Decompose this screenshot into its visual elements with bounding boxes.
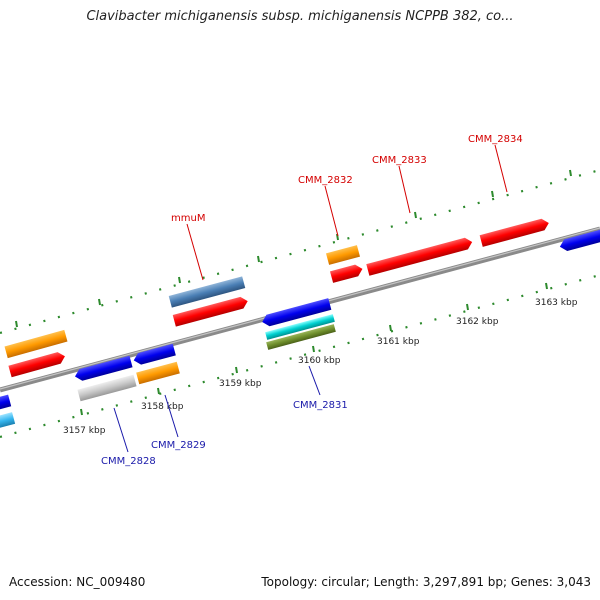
CMM_2833-gene[interactable] — [366, 236, 473, 276]
label-CMM_2834[interactable]: CMM_2834 — [468, 134, 523, 145]
olive-feature[interactable] — [266, 324, 336, 350]
scale-label-3160: 3160 kbp — [298, 356, 341, 366]
scale-label-3157: 3157 kbp — [63, 426, 106, 436]
label-CMM_2829[interactable]: CMM_2829 — [151, 440, 206, 451]
CMM_2832-gene[interactable] — [329, 263, 364, 283]
CMM_2834-gene[interactable] — [479, 217, 551, 247]
scale-label-3161: 3161 kbp — [377, 337, 420, 347]
reverse-major-ticks — [80, 282, 548, 416]
reverse-features — [0, 227, 600, 430]
orange-feature-left[interactable] — [4, 329, 68, 359]
scale-label-3163: 3163 kbp — [535, 298, 578, 308]
label-CMM_2828[interactable]: CMM_2828 — [101, 456, 156, 467]
label-CMM_2833[interactable]: CMM_2833 — [372, 155, 427, 166]
label-CMM_2831[interactable]: CMM_2831 — [293, 400, 348, 411]
blue-feature-a[interactable] — [73, 355, 133, 383]
blue-feature-right[interactable] — [558, 227, 600, 252]
CMM_2829-gene[interactable] — [136, 361, 180, 385]
forward-features — [4, 217, 551, 378]
scale-label-3158: 3158 kbp — [141, 402, 184, 412]
scale-label-3159: 3159 kbp — [219, 379, 262, 389]
orange-feature-mid[interactable] — [325, 245, 361, 265]
blue-feature-edge[interactable] — [0, 394, 12, 412]
label-CMM_2832[interactable]: CMM_2832 — [298, 175, 353, 186]
CMM_2831-gene[interactable] — [261, 298, 332, 328]
map-title: Clavibacter michiganensis subsp. michiga… — [86, 9, 514, 24]
accession-text: Accession: NC_009480 — [9, 575, 146, 589]
red-feature-left[interactable] — [8, 350, 66, 378]
label-mmuM[interactable]: mmuM — [171, 213, 205, 224]
scale-label-3162: 3162 kbp — [456, 317, 499, 327]
topology-text: Topology: circular; Length: 3,297,891 bp… — [261, 575, 591, 589]
steelblue-feature[interactable] — [168, 276, 246, 308]
blue-feature-b[interactable] — [132, 343, 176, 366]
lightblue-feature-edge[interactable] — [0, 412, 16, 430]
mmuM-gene[interactable] — [172, 295, 250, 327]
label-leaders — [113, 144, 508, 453]
cyan-feature[interactable] — [265, 314, 335, 340]
forward-major-ticks — [15, 169, 572, 328]
CMM_2828-gene[interactable] — [77, 374, 137, 402]
